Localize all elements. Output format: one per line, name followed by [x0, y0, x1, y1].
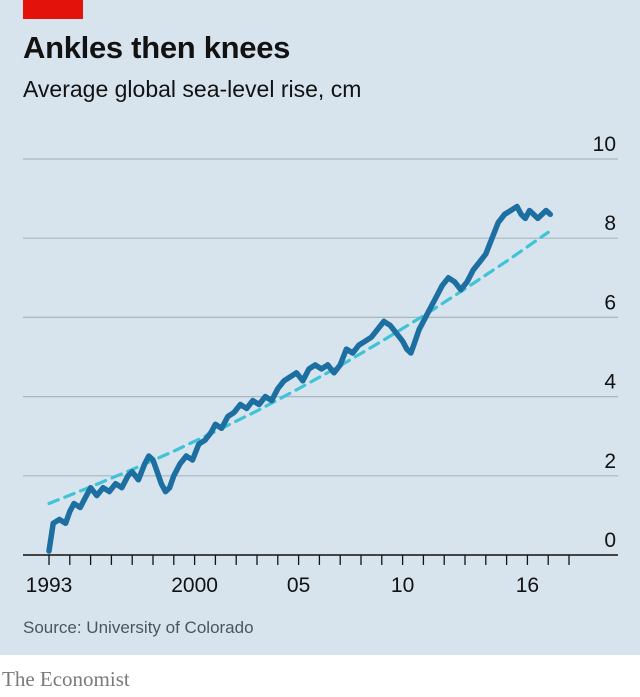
x-tick-label-1993: 1993	[26, 574, 73, 597]
x-tick-label-16: 16	[516, 574, 539, 597]
x-tick-label-2000: 2000	[171, 574, 218, 597]
y-tick-label-8: 8	[604, 212, 616, 235]
y-tick-label-4: 4	[604, 371, 616, 394]
series-layer	[46, 203, 554, 554]
source-note: Source: University of Colorado	[23, 618, 254, 637]
y-tick-label-2: 2	[604, 450, 616, 473]
x-tick-label-10: 10	[391, 574, 414, 597]
chart-subtitle: Average global sea-level rise, cm	[23, 76, 362, 102]
chart-panel	[0, 0, 640, 655]
y-tick-label-6: 6	[604, 291, 616, 314]
grid-lines	[23, 158, 618, 477]
y-tick-label-0: 0	[604, 529, 616, 552]
sea-level-line	[46, 203, 554, 554]
y-tick-labels: 0 2 4 6 8 10	[593, 133, 617, 552]
brand-wordmark: The Economist	[2, 667, 130, 691]
x-tick-label-05: 05	[287, 574, 310, 597]
y-tick-label-10: 10	[593, 133, 616, 156]
brand-red-tag	[23, 0, 83, 19]
x-axis: 1993 2000 05 10 16	[23, 554, 618, 597]
chart-plot: 0 2 4 6 8 10 1993 2000 05 10 16	[23, 133, 618, 597]
chart-title: Ankles then knees	[23, 30, 291, 65]
